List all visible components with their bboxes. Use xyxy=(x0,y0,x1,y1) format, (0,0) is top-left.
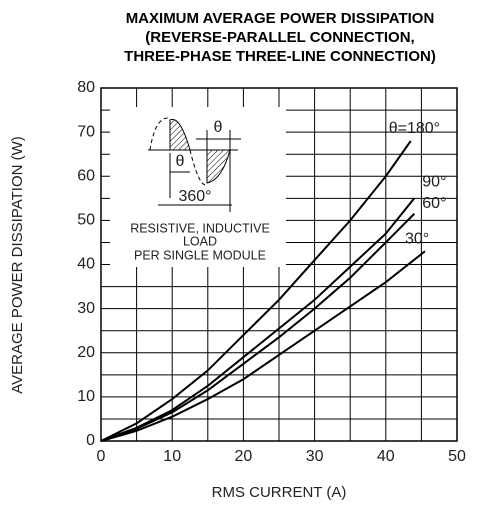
x-tick-label: 20 xyxy=(235,448,253,465)
chart-title: (REVERSE-PARALLEL CONNECTION, xyxy=(145,29,414,46)
annotation: LOAD xyxy=(183,234,217,248)
plot: 0 10 20 30 40 50 0 10 20 30 40 50 60 70 80 θ=180° 90° 60°… xyxy=(77,79,466,465)
x-tick-label: 50 xyxy=(448,448,466,465)
waveform-dashed xyxy=(149,117,169,151)
annotation: RESISTIVE, INDUCTIVE xyxy=(130,221,270,235)
waveform-label: θ xyxy=(176,153,185,170)
x-tick-label: 30 xyxy=(306,448,324,465)
series-label: θ=180° xyxy=(389,120,440,137)
inset: θ θ 360° RESISTIVE, INDUCTIVE LOAD PER S… xyxy=(110,107,286,267)
y-tick-label: 0 xyxy=(86,432,95,449)
y-tick-label: 80 xyxy=(77,79,95,96)
series-label: 60° xyxy=(422,195,446,212)
plot-frame xyxy=(100,87,458,442)
y-tick-label: 40 xyxy=(77,256,95,273)
series-line xyxy=(100,213,415,442)
waveform-hatched xyxy=(169,118,191,151)
waveform-dashed xyxy=(189,149,206,186)
x-tick-label: 40 xyxy=(377,448,395,465)
waveform-label: θ xyxy=(214,119,223,136)
chart-title: MAXIMUM AVERAGE POWER DISSIPATION xyxy=(126,10,435,27)
series-label: 90° xyxy=(422,174,446,191)
series-label: 30° xyxy=(405,230,429,247)
series-line xyxy=(100,197,416,442)
series-line xyxy=(100,140,412,442)
y-axis-label: AVERAGE POWER DISSIPATION (W) xyxy=(9,136,26,394)
y-tick-label: 50 xyxy=(77,212,95,229)
chart-title: THREE-PHASE THREE-LINE CONNECTION) xyxy=(124,48,436,65)
inset-background xyxy=(110,107,286,267)
y-tick-label: 60 xyxy=(77,167,95,184)
waveform-label: 360° xyxy=(178,188,211,205)
x-tick-label: 0 xyxy=(97,448,106,465)
annotation: PER SINGLE MODULE xyxy=(134,248,266,262)
y-tick-label: 70 xyxy=(77,123,95,140)
y-tick-label: 20 xyxy=(77,344,95,361)
y-tick-label: 10 xyxy=(77,388,95,405)
x-tick-label: 10 xyxy=(163,448,181,465)
x-axis-label: RMS CURRENT (A) xyxy=(212,484,347,501)
series-line xyxy=(100,250,426,442)
y-tick-label: 30 xyxy=(77,300,95,317)
